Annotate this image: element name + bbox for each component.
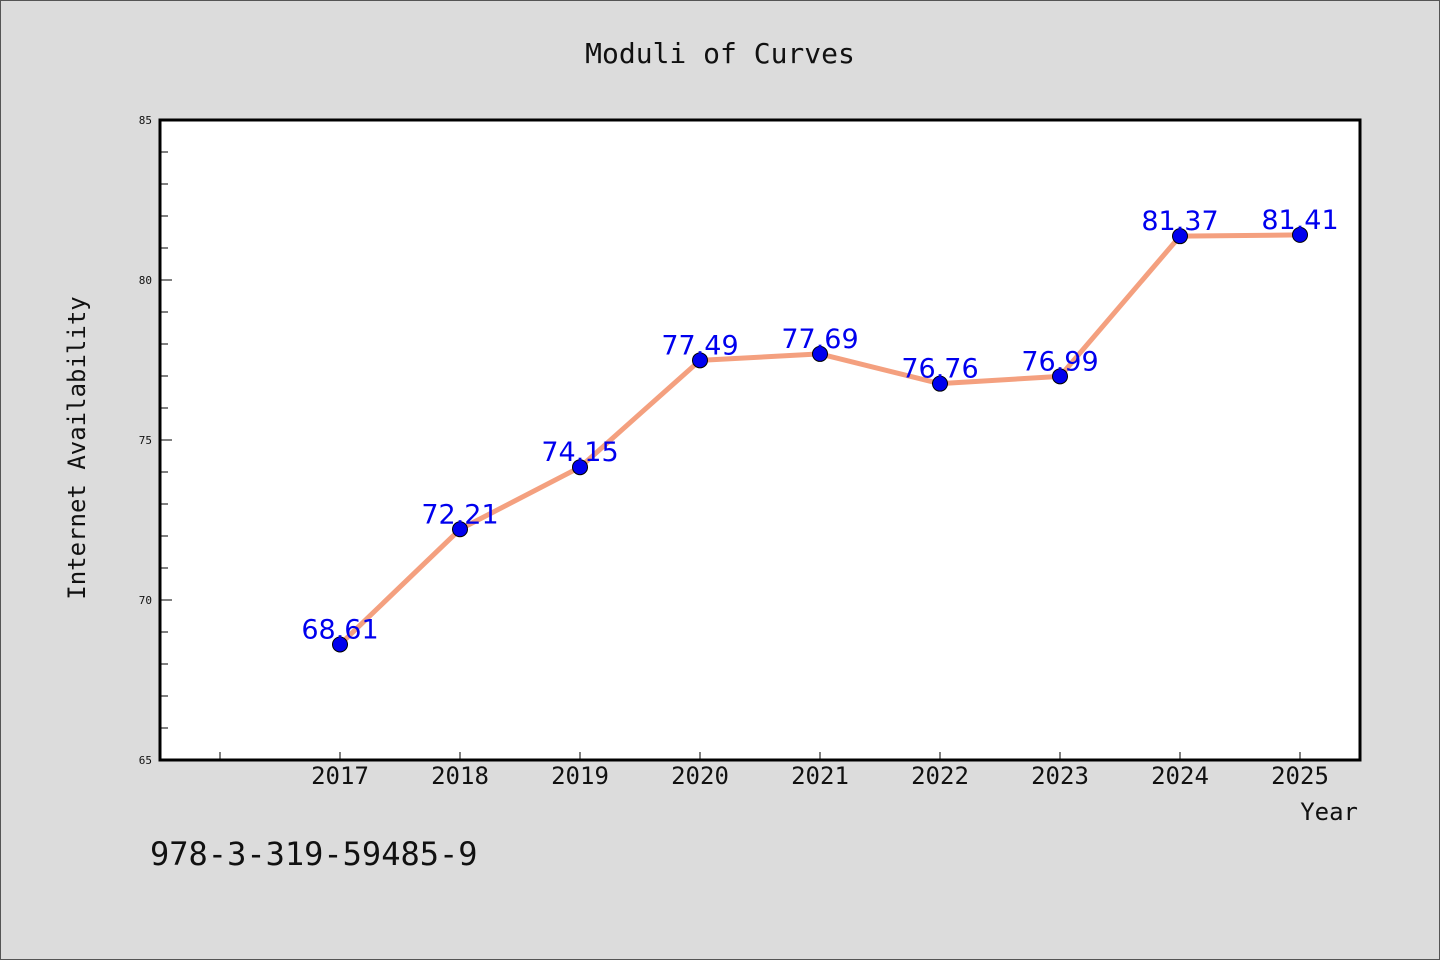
data-label: 81.41 — [1261, 205, 1338, 236]
x-tick-label: 2023 — [1031, 762, 1089, 790]
y-tick-label: 80 — [139, 274, 152, 287]
y-tick-label: 75 — [139, 434, 152, 447]
data-label: 68.61 — [301, 614, 378, 645]
y-axis-label: Internet Availability — [63, 296, 91, 599]
x-tick-label: 2018 — [431, 762, 489, 790]
x-tick-label: 2022 — [911, 762, 969, 790]
data-point — [572, 459, 588, 476]
data-point — [932, 375, 948, 392]
series-layer — [332, 226, 1308, 653]
data-label: 77.69 — [781, 324, 858, 355]
footnote-isbn: 978-3-319-59485-9 — [150, 835, 478, 873]
x-tick-label: 2025 — [1271, 762, 1329, 790]
data-point — [452, 521, 468, 538]
data-label: 74.15 — [541, 437, 618, 468]
x-tick-label: 2019 — [551, 762, 609, 790]
data-point — [812, 345, 828, 362]
data-point — [1052, 368, 1068, 385]
x-tick-label: 2020 — [671, 762, 729, 790]
x-tick-label: 2024 — [1151, 762, 1209, 790]
data-point — [332, 636, 348, 653]
data-label-layer: 68.61 72.21 74.15 77.49 77.69 76.76 76.99 81.37… — [301, 205, 1338, 646]
data-point — [1172, 228, 1188, 245]
chart-title: Moduli of Curves — [585, 37, 855, 70]
plot-area — [158, 118, 1362, 762]
data-label: 76.76 — [901, 354, 978, 385]
data-point — [1292, 226, 1308, 243]
x-axis: 2017 2018 2019 2020 2021 2022 2023 2024 2025 — [219, 752, 1329, 790]
y-axis: 65 70 75 80 85 — [139, 114, 172, 767]
y-tick-label: 85 — [139, 114, 152, 127]
x-tick-label: 2017 — [311, 762, 369, 790]
x-tick-label: 2021 — [791, 762, 849, 790]
y-tick-label: 65 — [139, 754, 152, 767]
y-tick-label: 70 — [139, 594, 152, 607]
data-label: 76.99 — [1021, 346, 1098, 377]
data-point — [692, 352, 708, 369]
x-axis-label: Year — [1300, 798, 1358, 826]
data-label: 77.49 — [661, 330, 738, 361]
data-label: 72.21 — [421, 499, 498, 530]
data-label: 81.37 — [1141, 206, 1218, 237]
